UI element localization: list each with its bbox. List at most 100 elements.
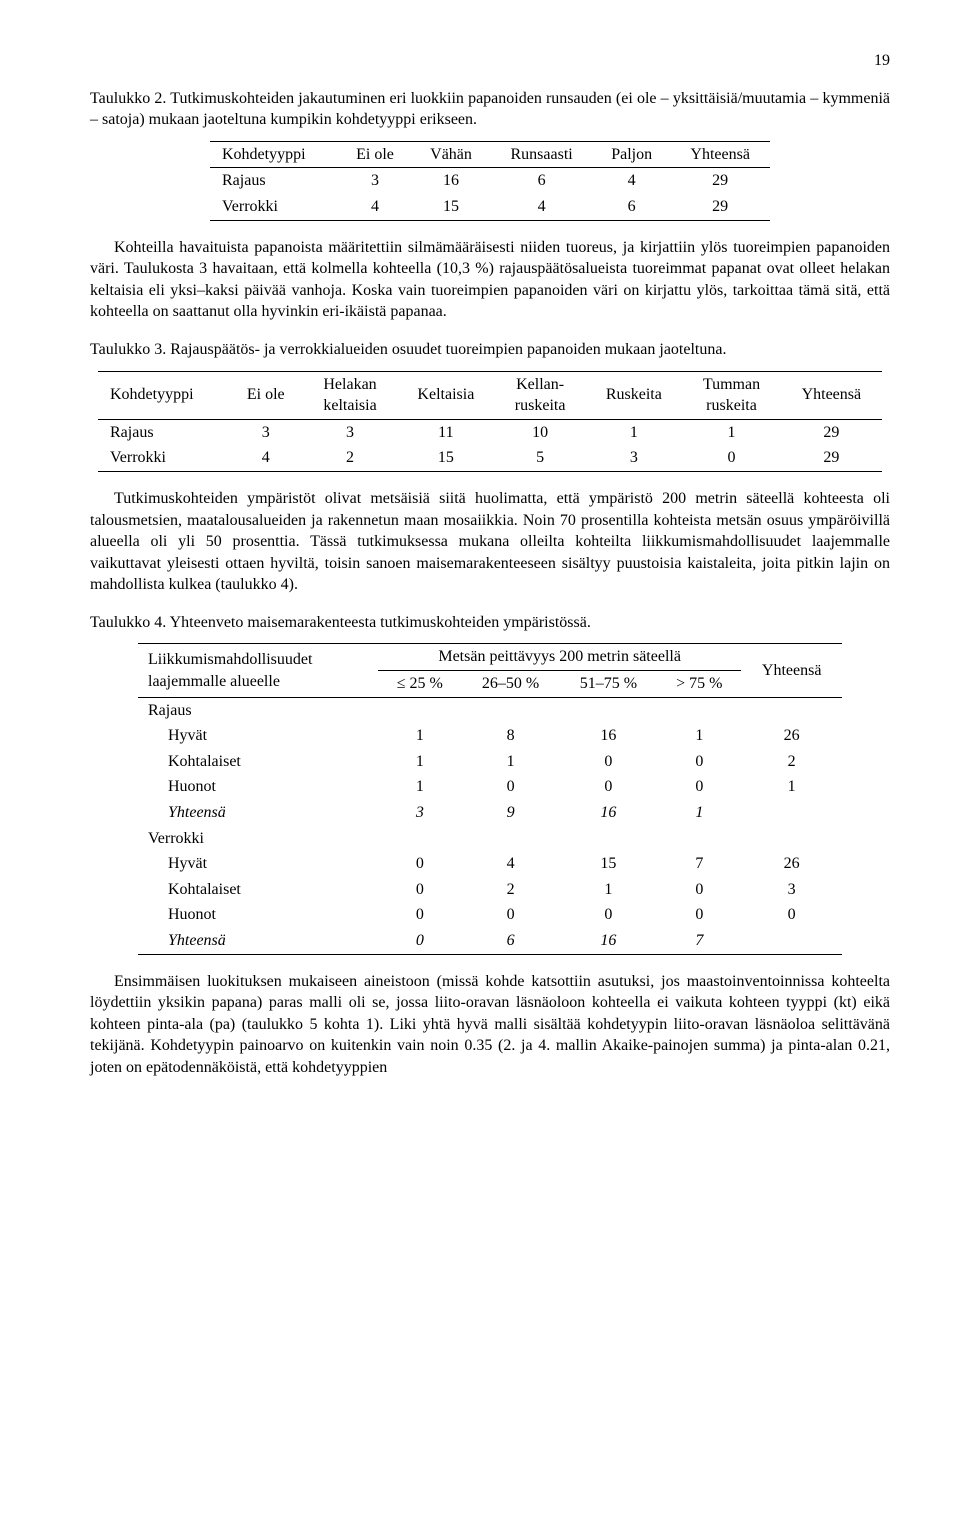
paragraph-4: Ensimmäisen luokituksen mukaiseen aineis… (90, 971, 890, 1079)
table-row: Hyvät 0 4 15 7 26 (138, 851, 842, 877)
td: 2 (303, 445, 397, 471)
td: 1 (378, 723, 462, 749)
td: 4 (228, 445, 303, 471)
table-row: Rajaus 3 3 11 10 1 1 29 (98, 419, 882, 445)
td: 0 (560, 774, 658, 800)
td: 9 (462, 800, 560, 826)
td: 0 (378, 928, 462, 954)
td: 3 (338, 168, 412, 194)
th: Yhteensä (781, 371, 882, 419)
table-row: Huonot 0 0 0 0 0 (138, 902, 842, 928)
td: 0 (741, 902, 842, 928)
th: Paljon (593, 141, 670, 168)
table4-caption: Taulukko 4. Yhteenveto maisemarakenteest… (90, 612, 890, 634)
td: 3 (303, 419, 397, 445)
table-row: Kohtalaiset 1 1 0 0 2 (138, 749, 842, 775)
td: 4 (462, 851, 560, 877)
td: 15 (560, 851, 658, 877)
td: Yhteensä (138, 800, 378, 826)
table-row: Huonot 1 0 0 0 1 (138, 774, 842, 800)
td: 3 (378, 800, 462, 826)
td: 4 (490, 194, 593, 220)
td: 4 (338, 194, 412, 220)
td: 2 (462, 877, 560, 903)
th: Kohdetyyppi (210, 141, 338, 168)
td: 0 (462, 774, 560, 800)
td: 11 (397, 419, 495, 445)
table-row: Yhteensä 0 6 16 7 (138, 928, 842, 954)
table-row: Hyvät 1 8 16 1 26 (138, 723, 842, 749)
td: 0 (560, 749, 658, 775)
td: 3 (228, 419, 303, 445)
td: 10 (495, 419, 585, 445)
td: Huonot (138, 774, 378, 800)
th: Ei ole (228, 371, 303, 419)
td: 7 (657, 851, 741, 877)
td: 26 (741, 723, 842, 749)
td: Huonot (138, 902, 378, 928)
td (741, 800, 842, 826)
table-2: Kohdetyyppi Ei ole Vähän Runsaasti Paljo… (210, 141, 770, 221)
td: 1 (585, 419, 682, 445)
td: 15 (412, 194, 490, 220)
td: 1 (378, 749, 462, 775)
table-row: Kohdetyyppi Ei ole Vähän Runsaasti Paljo… (210, 141, 770, 168)
paragraph-3: Tutkimuskohteiden ympäristöt olivat mets… (90, 488, 890, 596)
td: Kohtalaiset (138, 749, 378, 775)
td: 1 (560, 877, 658, 903)
td: 0 (682, 445, 780, 471)
td: 7 (657, 928, 741, 954)
td: 26 (741, 851, 842, 877)
table-row: Rajaus (138, 697, 842, 723)
td: 1 (682, 419, 780, 445)
table3-caption: Taulukko 3. Rajauspäätös- ja verrokkialu… (90, 339, 890, 361)
table-4: Liikkumismahdollisuudet laajemmalle alue… (138, 643, 842, 954)
td: 0 (378, 877, 462, 903)
td: 0 (657, 877, 741, 903)
td: 0 (378, 902, 462, 928)
th: > 75 % (657, 671, 741, 698)
table-row: Kohdetyyppi Ei ole Helakankeltaisia Kelt… (98, 371, 882, 419)
td: 1 (741, 774, 842, 800)
th: Kohdetyyppi (98, 371, 228, 419)
th: Helakankeltaisia (303, 371, 397, 419)
td: 6 (593, 194, 670, 220)
th: 51–75 % (560, 671, 658, 698)
td: 16 (560, 928, 658, 954)
td: Verrokki (210, 194, 338, 220)
td: 29 (670, 194, 770, 220)
th: Vähän (412, 141, 490, 168)
td: 3 (585, 445, 682, 471)
td: 1 (462, 749, 560, 775)
th: Keltaisia (397, 371, 495, 419)
td: 16 (560, 800, 658, 826)
td: 15 (397, 445, 495, 471)
td: 1 (378, 774, 462, 800)
td: 0 (657, 749, 741, 775)
td (741, 928, 842, 954)
td: 5 (495, 445, 585, 471)
paragraph-2: Kohteilla havaituista papanoista määrite… (90, 237, 890, 323)
td: Rajaus (210, 168, 338, 194)
td: 29 (781, 445, 882, 471)
td: 1 (657, 800, 741, 826)
td: 6 (462, 928, 560, 954)
th: ≤ 25 % (378, 671, 462, 698)
td: 0 (657, 902, 741, 928)
th: Runsaasti (490, 141, 593, 168)
td: 4 (593, 168, 670, 194)
td: 6 (490, 168, 593, 194)
td: 0 (560, 902, 658, 928)
td: 8 (462, 723, 560, 749)
td: Hyvät (138, 723, 378, 749)
table-row: Yhteensä 3 9 16 1 (138, 800, 842, 826)
td: 3 (741, 877, 842, 903)
table-3: Kohdetyyppi Ei ole Helakankeltaisia Kelt… (98, 371, 882, 472)
th: Liikkumismahdollisuudet laajemmalle alue… (138, 644, 378, 697)
td: Kohtalaiset (138, 877, 378, 903)
th: Kellan-ruskeita (495, 371, 585, 419)
th: Ruskeita (585, 371, 682, 419)
table2-caption: Taulukko 2. Tutkimuskohteiden jakautumin… (90, 88, 890, 131)
page-number: 19 (90, 50, 890, 72)
td: 0 (657, 774, 741, 800)
